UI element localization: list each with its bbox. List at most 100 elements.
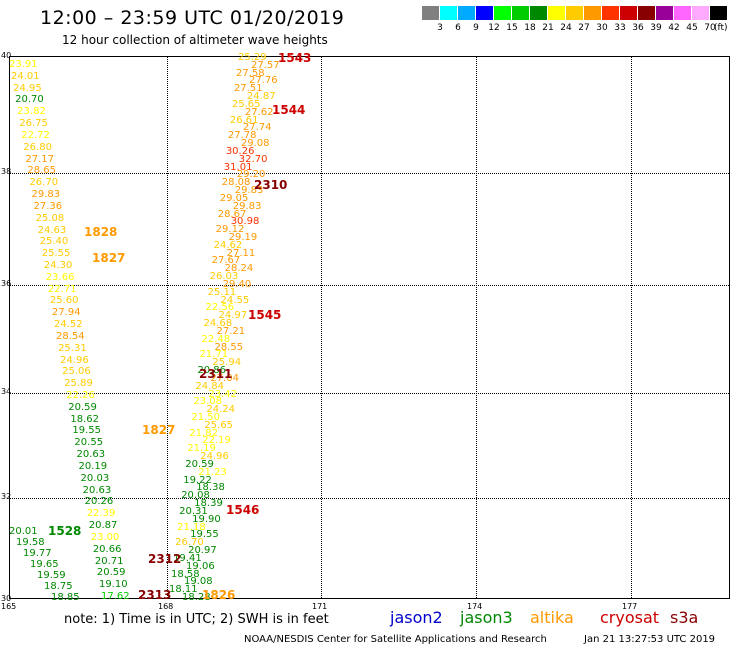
wave-height-value: 20.63 <box>76 449 106 461</box>
longitude-tick-label: 165 <box>1 602 17 611</box>
satellite-legend-item: s3a <box>670 608 699 627</box>
wave-height-value: 24.96 <box>60 354 89 366</box>
pass-id-label: 1827 <box>142 423 176 437</box>
wave-height-value: 27.76 <box>248 75 278 87</box>
wave-height-value: 25.60 <box>49 295 79 307</box>
wave-height-value: 19.55 <box>190 529 219 541</box>
wave-height-value: 18.58 <box>171 568 200 580</box>
wave-height-value: 29.40 <box>222 278 252 290</box>
credit-text: NOAA/NESDIS Center for Satellite Applica… <box>244 634 547 645</box>
wave-height-value: 27.57 <box>250 59 280 71</box>
wave-height-value: 24.63 <box>37 224 67 236</box>
wave-height-value: 29.20 <box>236 169 266 181</box>
latitude-tick-label: 38 <box>1 167 12 176</box>
color-swatch <box>692 6 709 20</box>
map-title: 12:00 – 23:59 UTC 01/20/2019 <box>40 7 345 29</box>
wave-height-value: 27.17 <box>25 153 54 165</box>
pass-id-label: 2312 <box>148 552 182 566</box>
latitude-tick-label: 40 <box>1 51 12 60</box>
wave-height-value: 25.89 <box>64 378 93 390</box>
color-scale-label: 6 <box>455 23 461 33</box>
wave-height-value: 24.01 <box>11 70 40 82</box>
wave-height-value: 24.30 <box>43 259 73 271</box>
pass-id-label: 2313 <box>138 588 172 602</box>
pass-id-label: 1528 <box>48 524 82 538</box>
satellite-legend-item: altika <box>530 608 574 627</box>
wave-height-value: 20.59 <box>185 458 214 470</box>
wave-height-value: 24.68 <box>203 318 233 330</box>
wave-height-value: 24.84 <box>195 380 225 392</box>
color-scale-label: 27 <box>578 23 590 33</box>
map-subtitle: 12 hour collection of altimeter wave hei… <box>62 33 328 47</box>
longitude-tick-label: 177 <box>622 602 638 611</box>
longitude-tick-label: 168 <box>158 602 174 611</box>
wave-height-value: 22.19 <box>202 435 231 447</box>
wave-height-value: 20.86 <box>197 365 227 377</box>
color-scale-label: 24 <box>560 23 572 33</box>
wave-height-value: 18.85 <box>51 592 80 603</box>
color-scale-label: 39 <box>650 23 662 33</box>
wave-height-value: 19.59 <box>37 570 66 581</box>
wave-height-value: 19.77 <box>23 548 52 559</box>
pass-id-label: 1543 <box>278 51 312 65</box>
color-scale-label: 30 <box>596 23 608 33</box>
wave-height-value: 26.80 <box>23 141 52 153</box>
wave-height-value: 25.40 <box>39 236 69 248</box>
wave-height-value: 22.72 <box>21 129 50 141</box>
generated-timestamp: Jan 21 13:27:53 UTC 2019 <box>584 634 716 645</box>
wave-height-value: 26.61 <box>229 114 259 126</box>
color-swatch <box>584 6 601 20</box>
grid-line <box>167 57 168 598</box>
pass-id-label: 2311 <box>199 367 233 381</box>
latitude-tick-label: 36 <box>1 279 12 288</box>
pass-id-label: 1546 <box>226 503 260 517</box>
wave-height-value: 20.55 <box>74 437 104 449</box>
wave-height-value: 29.83 <box>31 189 61 201</box>
wave-height-value: 24.24 <box>206 404 235 416</box>
wave-height-value: 19.41 <box>173 552 202 564</box>
footer-note: note: 1) Time is in UTC; 2) SWH is in fe… <box>64 612 329 627</box>
grid-line <box>10 285 729 286</box>
wave-height-value: 25.11 <box>207 286 237 298</box>
wave-height-value: 29.08 <box>240 138 270 150</box>
wave-height-value: 19.65 <box>30 559 59 570</box>
wave-height-value: 29.83 <box>234 185 264 197</box>
wave-height-value: 24.97 <box>218 310 248 322</box>
color-swatch <box>620 6 637 20</box>
wave-height-value: 22.26 <box>66 390 95 402</box>
wave-height-value: 19.10 <box>98 579 128 591</box>
satellite-legend-item: jason3 <box>460 608 513 627</box>
latitude-tick-label: 32 <box>1 492 12 501</box>
satellite-legend-item: jason2 <box>390 608 443 627</box>
color-swatch <box>512 6 529 20</box>
wave-height-value: 18.11 <box>169 584 198 596</box>
wave-height-value: 27.74 <box>242 122 272 134</box>
color-swatch <box>458 6 475 20</box>
wave-height-value: 21.23 <box>198 466 227 478</box>
wave-height-value: 24.87 <box>246 91 276 103</box>
pass-id-label: 1544 <box>272 103 306 117</box>
wave-height-value: 17.62 <box>101 591 130 602</box>
color-scale-label: 9 <box>473 23 479 33</box>
color-scale-label: 36 <box>632 23 644 33</box>
map-plot-area <box>9 56 730 599</box>
wave-height-value: 32.70 <box>238 153 268 165</box>
wave-height-value: 24.62 <box>213 239 243 251</box>
color-swatch <box>530 6 547 20</box>
wave-height-value: 28.65 <box>27 165 57 177</box>
color-scale-unit: (ft) <box>714 23 728 33</box>
wave-height-value: 25.65 <box>204 419 233 431</box>
wave-height-value: 20.59 <box>96 567 126 579</box>
wave-height-value: 27.21 <box>216 325 246 337</box>
color-scale-label: 15 <box>506 23 518 33</box>
wave-height-value: 20.87 <box>88 520 118 532</box>
wave-height-value: 27.51 <box>233 83 263 95</box>
color-swatch <box>656 6 673 20</box>
latitude-tick-label: 30 <box>1 594 12 603</box>
wave-height-value: 28.55 <box>214 341 244 353</box>
color-scale-label: 18 <box>524 23 536 33</box>
wave-height-value: 18.39 <box>194 498 223 510</box>
color-scale-label: 45 <box>686 23 698 33</box>
wave-height-value: 20.70 <box>15 94 44 106</box>
wave-height-value: 22.71 <box>47 283 77 295</box>
